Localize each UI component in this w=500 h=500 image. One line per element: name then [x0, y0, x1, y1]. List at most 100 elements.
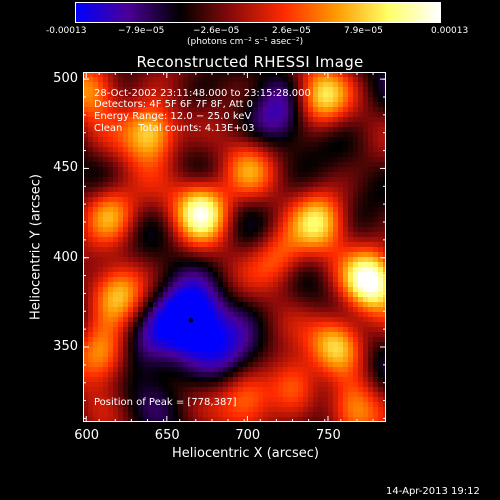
heatmap-cell — [258, 412, 264, 418]
heatmap-cell — [243, 337, 249, 343]
heatmap-cell — [253, 277, 259, 283]
heatmap-cell — [258, 407, 264, 413]
heatmap-cell — [363, 117, 369, 123]
heatmap-cell — [108, 272, 114, 278]
heatmap-cell — [363, 242, 369, 248]
heatmap-cell — [133, 402, 139, 408]
heatmap-cell — [268, 132, 274, 138]
heatmap-cell — [93, 307, 99, 313]
heatmap-cell — [238, 107, 244, 113]
heatmap-cell — [113, 207, 119, 213]
heatmap-cell — [343, 342, 349, 348]
heatmap-cell — [383, 157, 386, 163]
heatmap-cell — [203, 332, 209, 338]
heatmap-cell — [143, 122, 149, 128]
heatmap-cell — [203, 372, 209, 378]
heatmap-cell — [263, 327, 269, 333]
heatmap-cell — [353, 332, 359, 338]
heatmap-cell — [88, 112, 94, 118]
heatmap-cell — [148, 257, 154, 263]
heatmap-cell — [98, 372, 104, 378]
heatmap-cell — [163, 272, 169, 278]
heatmap-cell — [353, 112, 359, 118]
heatmap-cell — [93, 92, 99, 98]
heatmap-cell — [213, 397, 219, 403]
heatmap-cell — [173, 402, 179, 408]
heatmap-cell — [378, 362, 384, 368]
heatmap-cell — [223, 157, 229, 163]
heatmap-cell — [293, 347, 299, 353]
heatmap-cell — [113, 107, 119, 113]
heatmap-cell — [248, 177, 254, 183]
heatmap-cell — [168, 157, 174, 163]
heatmap-cell — [278, 112, 284, 118]
heatmap-cell — [128, 367, 134, 373]
heatmap-cell — [153, 127, 159, 133]
heatmap-cell — [153, 177, 159, 183]
heatmap-cell — [88, 417, 94, 422]
x-axis-label: Heliocentric X (arcsec) — [172, 446, 319, 461]
heatmap-cell — [273, 322, 279, 328]
heatmap-cell — [188, 232, 194, 238]
heatmap-cell — [253, 92, 259, 98]
heatmap-cell — [353, 267, 359, 273]
heatmap-cell — [263, 382, 269, 388]
heatmap-cell — [168, 142, 174, 148]
heatmap-cell — [273, 192, 279, 198]
heatmap-cell — [273, 392, 279, 398]
heatmap-cell — [228, 187, 234, 193]
heatmap-cell — [133, 207, 139, 213]
heatmap-cell — [198, 102, 204, 108]
heatmap-cell — [253, 322, 259, 328]
heatmap-cell — [253, 357, 259, 363]
heatmap-cell — [368, 142, 374, 148]
heatmap-cell — [248, 72, 254, 78]
heatmap-cell — [323, 317, 329, 323]
heatmap-cell — [223, 147, 229, 153]
heatmap-cell — [298, 227, 304, 233]
heatmap-cell — [183, 207, 189, 213]
heatmap-cell — [263, 397, 269, 403]
heatmap-cell — [273, 267, 279, 273]
heatmap-cell — [198, 272, 204, 278]
heatmap-cell — [98, 242, 104, 248]
heatmap-cell — [198, 297, 204, 303]
heatmap-cell — [383, 417, 386, 422]
heatmap-cell — [313, 302, 319, 308]
heatmap-cell — [383, 302, 386, 308]
heatmap-cell — [143, 107, 149, 113]
heatmap-cell — [278, 267, 284, 273]
heatmap-cell — [258, 237, 264, 243]
heatmap-cell — [108, 187, 114, 193]
heatmap-cell — [88, 362, 94, 368]
heatmap-cell — [273, 122, 279, 128]
heatmap-cell — [153, 117, 159, 123]
heatmap-cell — [218, 377, 224, 383]
heatmap-cell — [203, 272, 209, 278]
heatmap-cell — [193, 362, 199, 368]
heatmap-cell — [158, 402, 164, 408]
heatmap-cell — [298, 132, 304, 138]
heatmap-cell — [208, 322, 214, 328]
heatmap-cell — [288, 92, 294, 98]
heatmap-cell — [363, 342, 369, 348]
heatmap-cell — [383, 297, 386, 303]
heatmap-cell — [98, 302, 104, 308]
heatmap-cell — [108, 247, 114, 253]
heatmap-cell — [338, 332, 344, 338]
heatmap-cell — [153, 187, 159, 193]
heatmap-cell — [348, 237, 354, 243]
heatmap-cell — [288, 342, 294, 348]
heatmap-cell — [348, 342, 354, 348]
heatmap-cell — [293, 312, 299, 318]
heatmap-cell — [208, 177, 214, 183]
heatmap-cell — [288, 352, 294, 358]
heatmap-cell — [188, 252, 194, 258]
heatmap-cell — [153, 237, 159, 243]
heatmap-cell — [358, 107, 364, 113]
heatmap-cell — [243, 197, 249, 203]
heatmap-cell — [338, 302, 344, 308]
heatmap-cell — [323, 287, 329, 293]
heatmap-cell — [223, 142, 229, 148]
heatmap-cell — [173, 162, 179, 168]
